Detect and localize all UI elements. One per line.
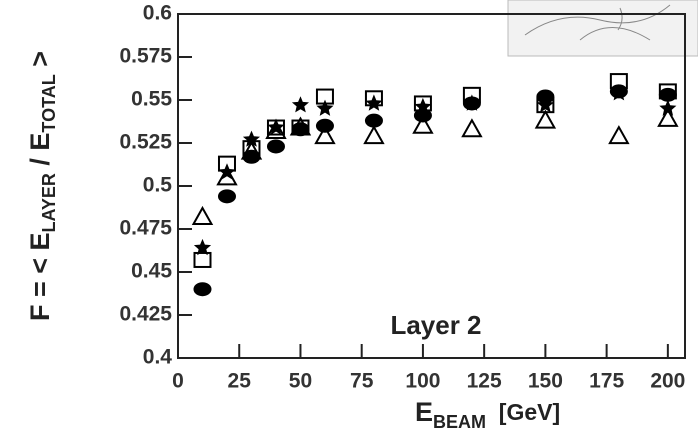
x-tick-label: 25 [228, 370, 252, 393]
y-tick-label: 0.575 [119, 45, 172, 68]
star-marker [463, 94, 481, 111]
star-marker [193, 238, 212, 256]
triangle-marker [191, 205, 214, 225]
y-tick-label: 0.45 [131, 260, 172, 283]
x-tick-label: 50 [289, 370, 312, 393]
y-label-sub: LAYER [39, 173, 59, 232]
triangle-marker [240, 140, 263, 160]
star-marker [291, 96, 309, 113]
photo-fragment [507, 0, 698, 57]
circle-marker [266, 139, 285, 154]
y-tick-label: 0.475 [119, 217, 172, 240]
triangle-marker [265, 119, 287, 139]
square-marker [658, 83, 677, 100]
triangle-marker [461, 118, 483, 138]
star-marker [365, 94, 383, 111]
x-label-part: E [415, 397, 433, 427]
triangle-marker [216, 166, 238, 186]
y-tick-label: 0.4 [143, 346, 173, 369]
star-marker [536, 96, 554, 113]
star-marker [414, 97, 432, 115]
annotation: Layer 2 [390, 310, 481, 340]
y-axis-label: F = < ELAYER / ETOTAL > [25, 51, 59, 321]
y-tick-label: 0.425 [119, 303, 172, 326]
triangle-marker [608, 125, 630, 145]
y-label-part: > [25, 51, 55, 74]
x-tick-label: 0 [172, 370, 184, 393]
x-tick-label: 175 [589, 370, 624, 393]
x-tick-label: 200 [650, 370, 685, 393]
star-marker [659, 99, 677, 116]
triangle-marker [657, 107, 679, 127]
star-marker [242, 130, 260, 147]
x-tick-label: 125 [467, 370, 502, 393]
circle-marker [193, 282, 212, 297]
y-tick-label: 0.55 [131, 88, 172, 111]
y-label-sub: TOTAL [39, 74, 59, 132]
y-tick-label: 0.6 [143, 2, 172, 25]
y-tick-label: 0.5 [143, 174, 173, 197]
x-tick-label: 150 [528, 370, 563, 393]
triangle-marker [363, 125, 385, 145]
x-axis-label: EBEAM [GeV] [415, 397, 560, 432]
x-label-sub: BEAM [433, 412, 486, 432]
triangle-marker [534, 109, 557, 129]
circle-marker [242, 149, 261, 164]
x-tick-label: 100 [405, 370, 440, 393]
star-marker [610, 84, 628, 101]
x-label-unit: [GeV] [486, 399, 560, 425]
y-label-part: / E [25, 133, 55, 174]
x-tick-label: 75 [350, 370, 374, 393]
plot-frame [177, 13, 686, 359]
triangle-marker [412, 114, 434, 134]
triangle-marker [314, 125, 336, 145]
star-marker [316, 99, 334, 116]
circle-marker [364, 113, 383, 128]
y-tick-label: 0.525 [119, 131, 172, 154]
circle-marker [217, 189, 236, 204]
y-label-part: F = < E [25, 232, 55, 321]
square-marker [193, 251, 212, 268]
triangle-marker [289, 116, 312, 136]
